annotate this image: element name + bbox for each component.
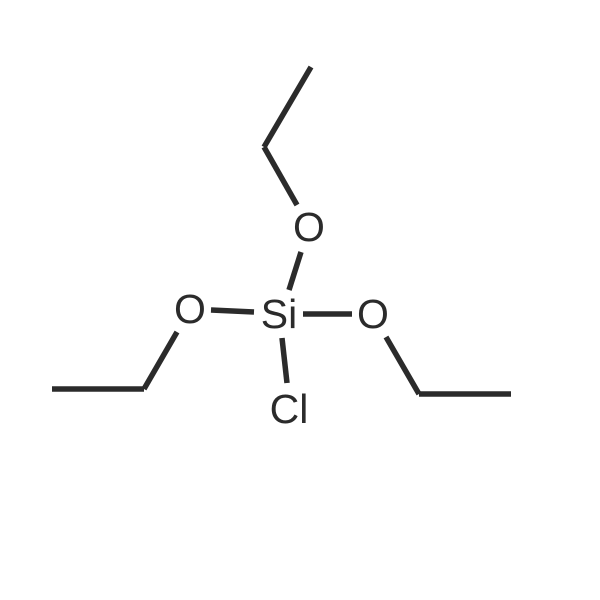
atom-labels-layer: SiClOOO [174,204,389,432]
bond [386,337,419,394]
atom-label-Si: Si [261,291,297,337]
molecule-diagram: SiClOOO [0,0,600,600]
bond [211,310,254,312]
bonds-layer [52,67,511,394]
bond [264,67,311,147]
atom-label-O_right: O [357,291,389,337]
bond [264,147,297,205]
bond [289,252,301,290]
atom-label-Cl: Cl [270,386,309,432]
bond [144,332,177,389]
atom-label-O_left: O [174,286,206,332]
bond [282,338,287,383]
atom-label-O_top: O [293,204,325,250]
